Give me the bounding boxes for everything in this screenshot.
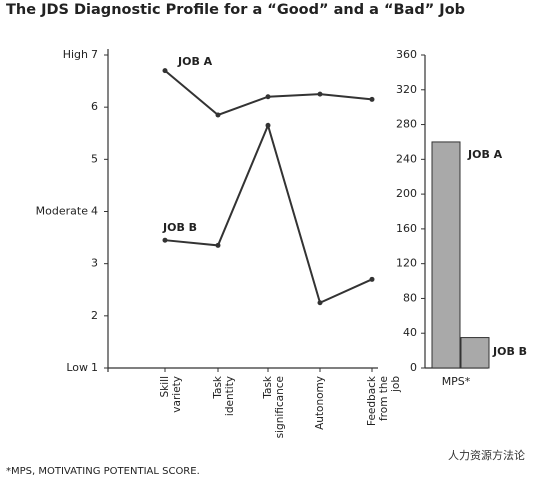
bar [460,337,490,369]
point [162,68,168,74]
footnote: *MPS, MOTIVATING POTENTIAL SCORE. [6,466,200,477]
point [369,276,375,282]
x-tick-label: Task identity [212,376,236,417]
series-label: JOB B [162,221,197,234]
y-tick-label: 2 [91,309,98,322]
y-tick-label: 240 [396,152,417,165]
x-tick-label: MPS* [442,375,471,388]
point [317,300,323,306]
point [162,237,168,243]
series-line [164,69,373,117]
y-tick-label: 4 [91,205,98,218]
y-tick-label: 120 [396,257,417,270]
series-line [164,122,373,305]
y-tick-label: 6 [91,100,98,113]
y-tick-label: 40 [403,326,417,339]
point [215,242,221,248]
x-tick-label: Autonomy [314,376,326,430]
y-tick-label: 1 [91,361,98,374]
y-level-label: Low [66,361,88,374]
y-tick-label: 160 [396,222,417,235]
point [317,91,323,97]
y-tick-label: 80 [403,291,417,304]
y-level-label: Moderate [36,205,89,218]
series-label: JOB A [467,148,503,161]
y-tick-label: 5 [91,152,98,165]
y-tick-label: 7 [91,48,98,61]
y-tick-label: 0 [410,361,417,374]
series-label: JOB B [492,345,527,358]
point [215,112,221,118]
point [369,96,375,102]
x-tick-label: Task significance [262,376,286,439]
x-tick-label: Skill variety [159,376,183,413]
x-tick-label: Feedback from the job [366,376,402,427]
bar [431,141,461,369]
y-tick-label: 3 [91,257,98,270]
point [265,94,271,100]
series-label: JOB A [177,55,213,68]
y-tick-label: 320 [396,83,417,96]
y-level-label: High [63,48,88,61]
title: The JDS Diagnostic Profile for a “Good” … [6,2,466,18]
point [265,122,271,128]
y-tick-label: 360 [396,48,417,61]
y-tick-label: 280 [396,118,417,131]
watermark: 人力资源方法论 [448,449,525,462]
y-tick-label: 200 [396,187,417,200]
